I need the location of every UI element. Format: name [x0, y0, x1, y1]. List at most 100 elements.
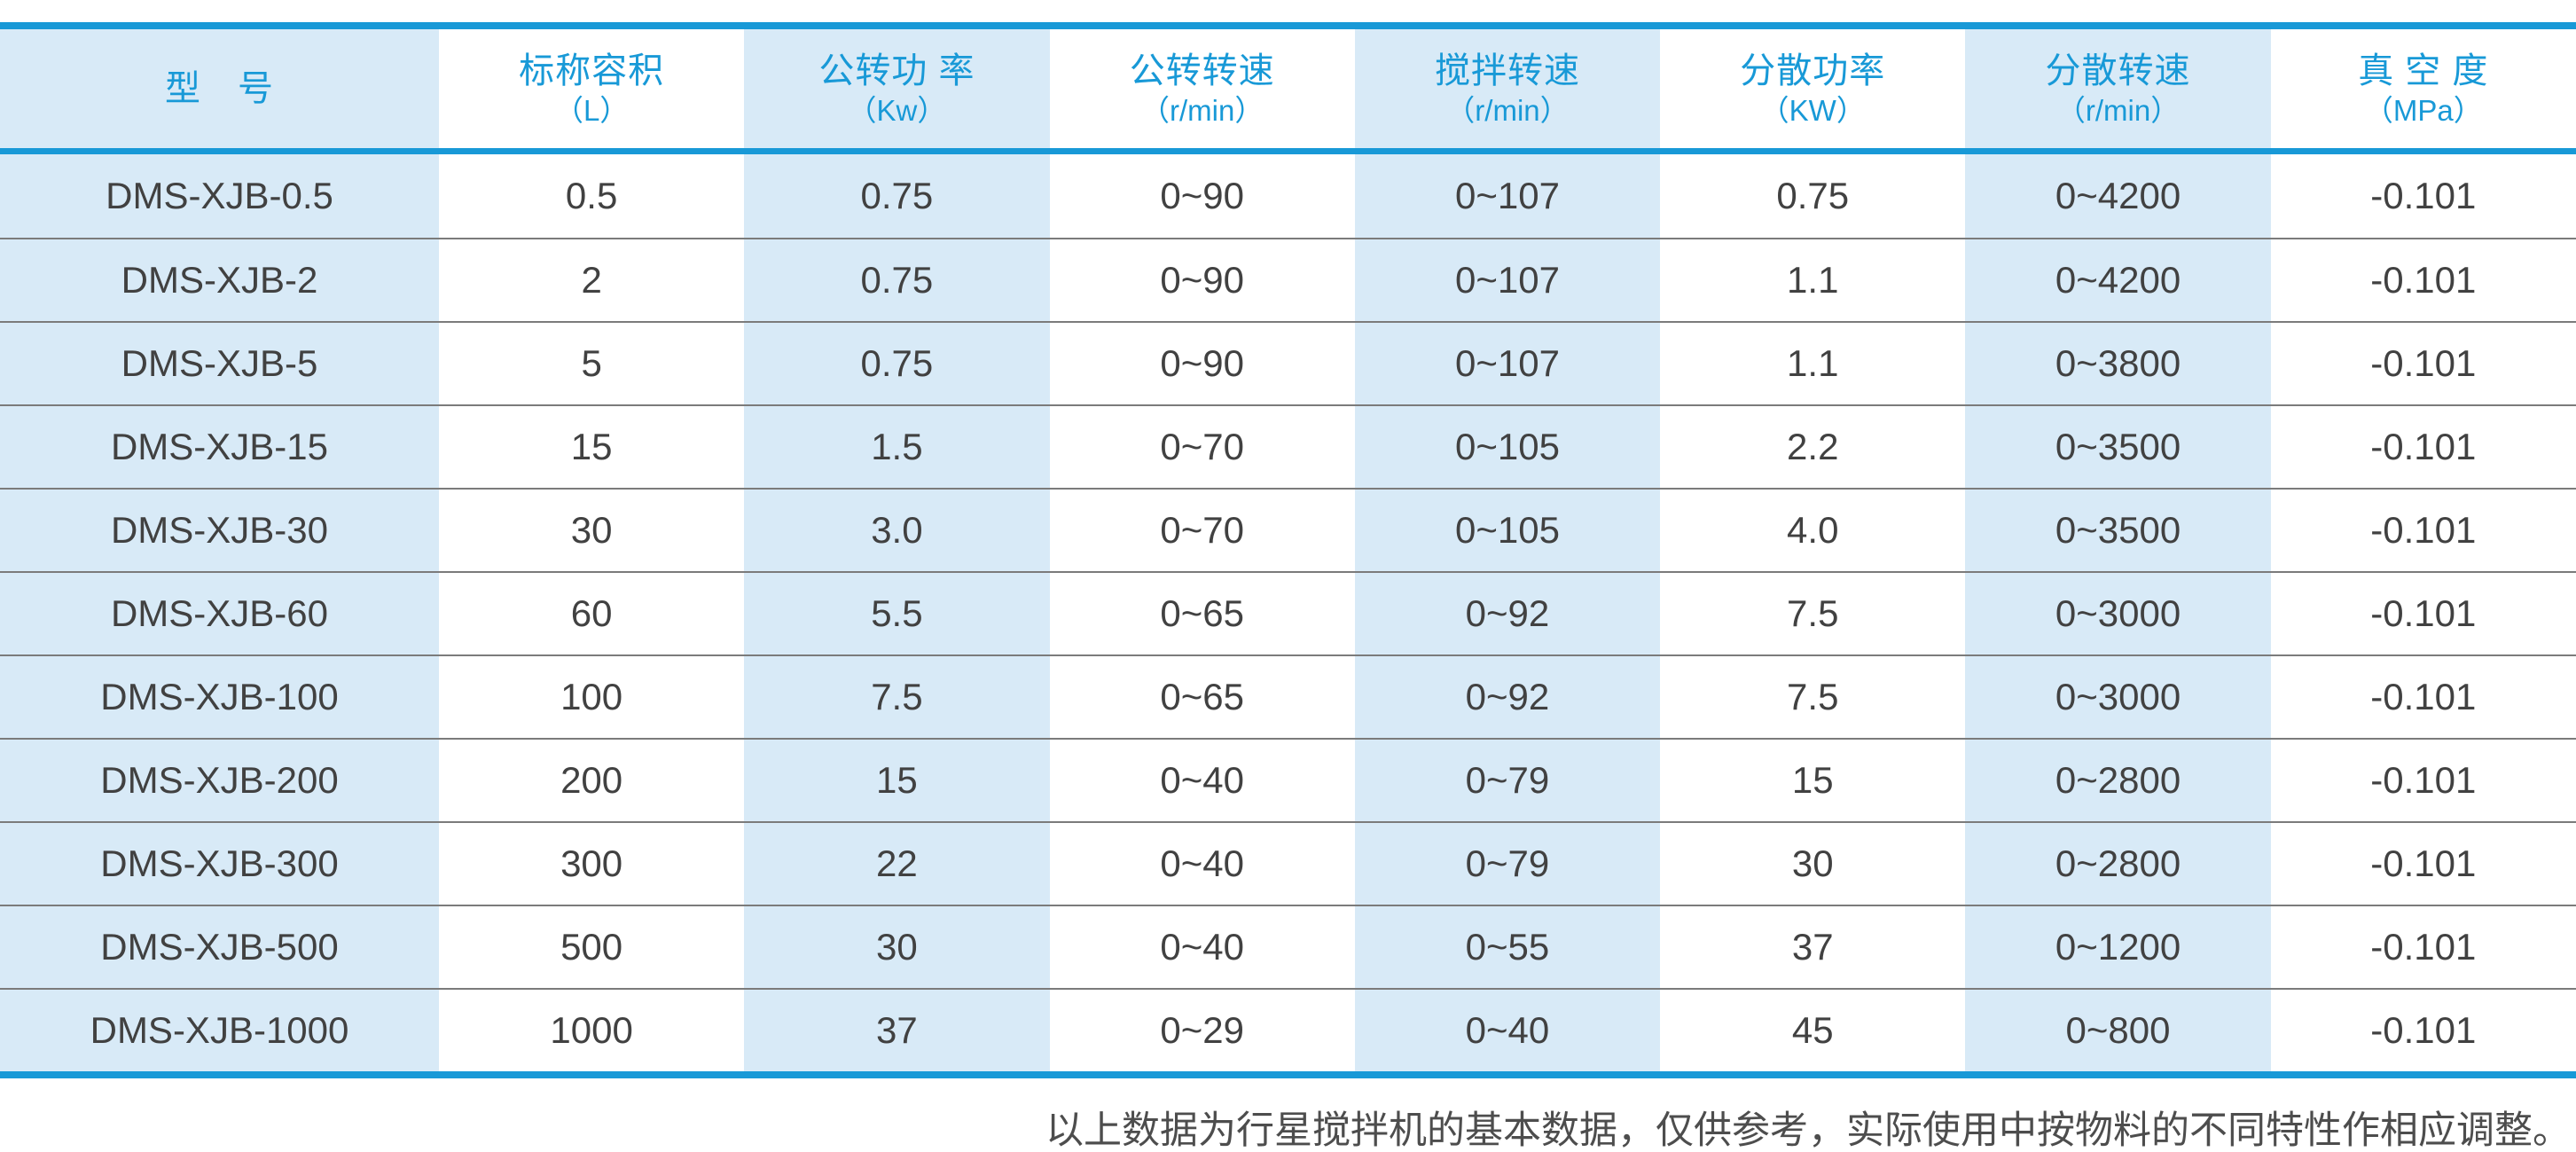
column-header-unit: （r/min） [2055, 93, 2181, 127]
table-row: DMS-XJB-1000 1000 37 0~29 0~40 45 0~800 -0.101 [0, 988, 2576, 1071]
model-cell: DMS-XJB-100 [0, 656, 439, 738]
value-cell: 0~40 [1160, 842, 1244, 884]
value-cell: 0~90 [1160, 342, 1244, 384]
column-header: 公转功 率（Kw） [744, 29, 1050, 148]
model-cell: DMS-XJB-15 [0, 406, 439, 488]
column-header: 型 号 [0, 29, 439, 148]
value-cell: 0~90 [1160, 259, 1244, 301]
value-cell: 0~2800 [1965, 740, 2271, 821]
column-header-unit: （r/min） [1445, 93, 1570, 127]
value-cell: -0.101 [2370, 676, 2477, 717]
value-cell: 37 [1791, 926, 1834, 968]
value-cell: 5.5 [744, 573, 1050, 654]
column-header-title: 标称容积 [519, 51, 665, 90]
model-cell: DMS-XJB-500 [0, 906, 439, 988]
table-row: DMS-XJB-0.5 0.5 0.75 0~90 0~107 0.75 0~4200 -0.… [0, 154, 2576, 238]
value-cell: 0~65 [1160, 592, 1244, 634]
value-cell: 15 [570, 426, 613, 467]
table-row: DMS-XJB-30 30 3.0 0~70 0~105 4.0 0~3500 -0.101 [0, 488, 2576, 571]
value-cell: 3.0 [744, 490, 1050, 571]
value-cell: 0~3800 [1965, 323, 2271, 404]
value-cell: 0~55 [1354, 906, 1661, 988]
value-cell: 0~3500 [1965, 406, 2271, 488]
spec-table: 型 号标称容积 （L） 公转功 率（Kw） 公转转速 （r/min） 搅拌转速 （r/min… [0, 29, 2576, 1071]
column-header-unit: （KW） [1759, 93, 1866, 127]
value-cell: 1.1 [1787, 342, 1839, 384]
value-cell: 0~107 [1354, 154, 1661, 238]
column-header-unit: （Kw） [847, 93, 947, 127]
value-cell: 7.5 [744, 656, 1050, 738]
value-cell: 7.5 [1787, 592, 1839, 634]
column-header-title: 公转转速 [1129, 51, 1275, 90]
value-cell: 30 [744, 906, 1050, 988]
column-header: 公转转速 （r/min） [1050, 29, 1355, 148]
value-cell: 30 [570, 509, 613, 551]
value-cell: 0~107 [1354, 239, 1661, 321]
table-row: DMS-XJB-100 100 7.5 0~65 0~92 7.5 0~3000 -0.101 [0, 654, 2576, 738]
top-spacer [0, 0, 2576, 22]
value-cell: 200 [560, 759, 623, 801]
column-header-title: 型 号 [164, 69, 274, 108]
model-cell: DMS-XJB-2 [0, 239, 439, 321]
value-cell: 2.2 [1787, 426, 1839, 467]
table-row: DMS-XJB-2 2 0.75 0~90 0~107 1.1 0~4200 -0.101 [0, 238, 2576, 321]
column-header-title: 分散转速 [2045, 51, 2191, 90]
value-cell: 1.1 [1787, 259, 1839, 301]
value-cell: 30 [1791, 842, 1834, 884]
table-row: DMS-XJB-15 15 1.5 0~70 0~105 2.2 0~3500 -0.101 [0, 404, 2576, 488]
value-cell: 45 [1791, 1009, 1834, 1051]
model-cell: DMS-XJB-1000 [0, 990, 439, 1071]
spec-table-body: DMS-XJB-0.5 0.5 0.75 0~90 0~107 0.75 0~4200 -0.… [0, 154, 2576, 1071]
value-cell: 7.5 [1787, 676, 1839, 717]
table-row: DMS-XJB-300 300 22 0~40 0~79 30 0~2800 -0.101 [0, 821, 2576, 905]
value-cell: 1.5 [744, 406, 1050, 488]
column-header-unit: （L） [553, 93, 630, 127]
column-header: 真 空 度（MPa） [2271, 29, 2576, 148]
column-header-title: 搅拌转速 [1434, 51, 1580, 90]
value-cell: 100 [560, 676, 623, 717]
column-header-unit: （r/min） [1140, 93, 1265, 127]
value-cell: -0.101 [2370, 342, 2477, 384]
column-header: 分散功率 （KW） [1660, 29, 1965, 148]
value-cell: 5 [581, 342, 602, 384]
value-cell: 0~3000 [1965, 573, 2271, 654]
value-cell: -0.101 [2370, 592, 2477, 634]
column-header-title: 真 空 度 [2358, 51, 2489, 90]
value-cell: 300 [560, 842, 623, 884]
value-cell: 0~92 [1354, 573, 1661, 654]
value-cell: 500 [560, 926, 623, 968]
value-cell: -0.101 [2370, 759, 2477, 801]
column-header-unit: （MPa） [2363, 93, 2483, 127]
model-cell: DMS-XJB-60 [0, 573, 439, 654]
model-cell: DMS-XJB-5 [0, 323, 439, 404]
table-header-row: 型 号标称容积 （L） 公转功 率（Kw） 公转转速 （r/min） 搅拌转速 （r/min… [0, 29, 2576, 154]
value-cell: 0~70 [1160, 509, 1244, 551]
table-bottom-rule [0, 1071, 2576, 1078]
value-cell: 0~3000 [1965, 656, 2271, 738]
value-cell: -0.101 [2370, 926, 2477, 968]
value-cell: 0.75 [744, 239, 1050, 321]
value-cell: 0~2800 [1965, 823, 2271, 905]
value-cell: 0~79 [1354, 823, 1661, 905]
value-cell: -0.101 [2370, 1009, 2477, 1051]
value-cell: 0~90 [1160, 175, 1244, 216]
value-cell: -0.101 [2370, 842, 2477, 884]
value-cell: -0.101 [2370, 259, 2477, 301]
value-cell: -0.101 [2370, 175, 2477, 216]
model-cell: DMS-XJB-0.5 [0, 154, 439, 238]
table-row: DMS-XJB-5 5 0.75 0~90 0~107 1.1 0~3800 -0.101 [0, 321, 2576, 404]
value-cell: 0~29 [1160, 1009, 1244, 1051]
value-cell: 15 [1791, 759, 1834, 801]
value-cell: 0~800 [1965, 990, 2271, 1071]
value-cell: -0.101 [2370, 426, 2477, 467]
value-cell: 0~1200 [1965, 906, 2271, 988]
value-cell: 15 [744, 740, 1050, 821]
value-cell: 1000 [550, 1009, 633, 1051]
table-top-rule [0, 22, 2576, 29]
column-header: 分散转速 （r/min） [1965, 29, 2271, 148]
value-cell: -0.101 [2370, 509, 2477, 551]
value-cell: 0.5 [565, 175, 618, 216]
model-cell: DMS-XJB-30 [0, 490, 439, 571]
value-cell: 60 [570, 592, 613, 634]
